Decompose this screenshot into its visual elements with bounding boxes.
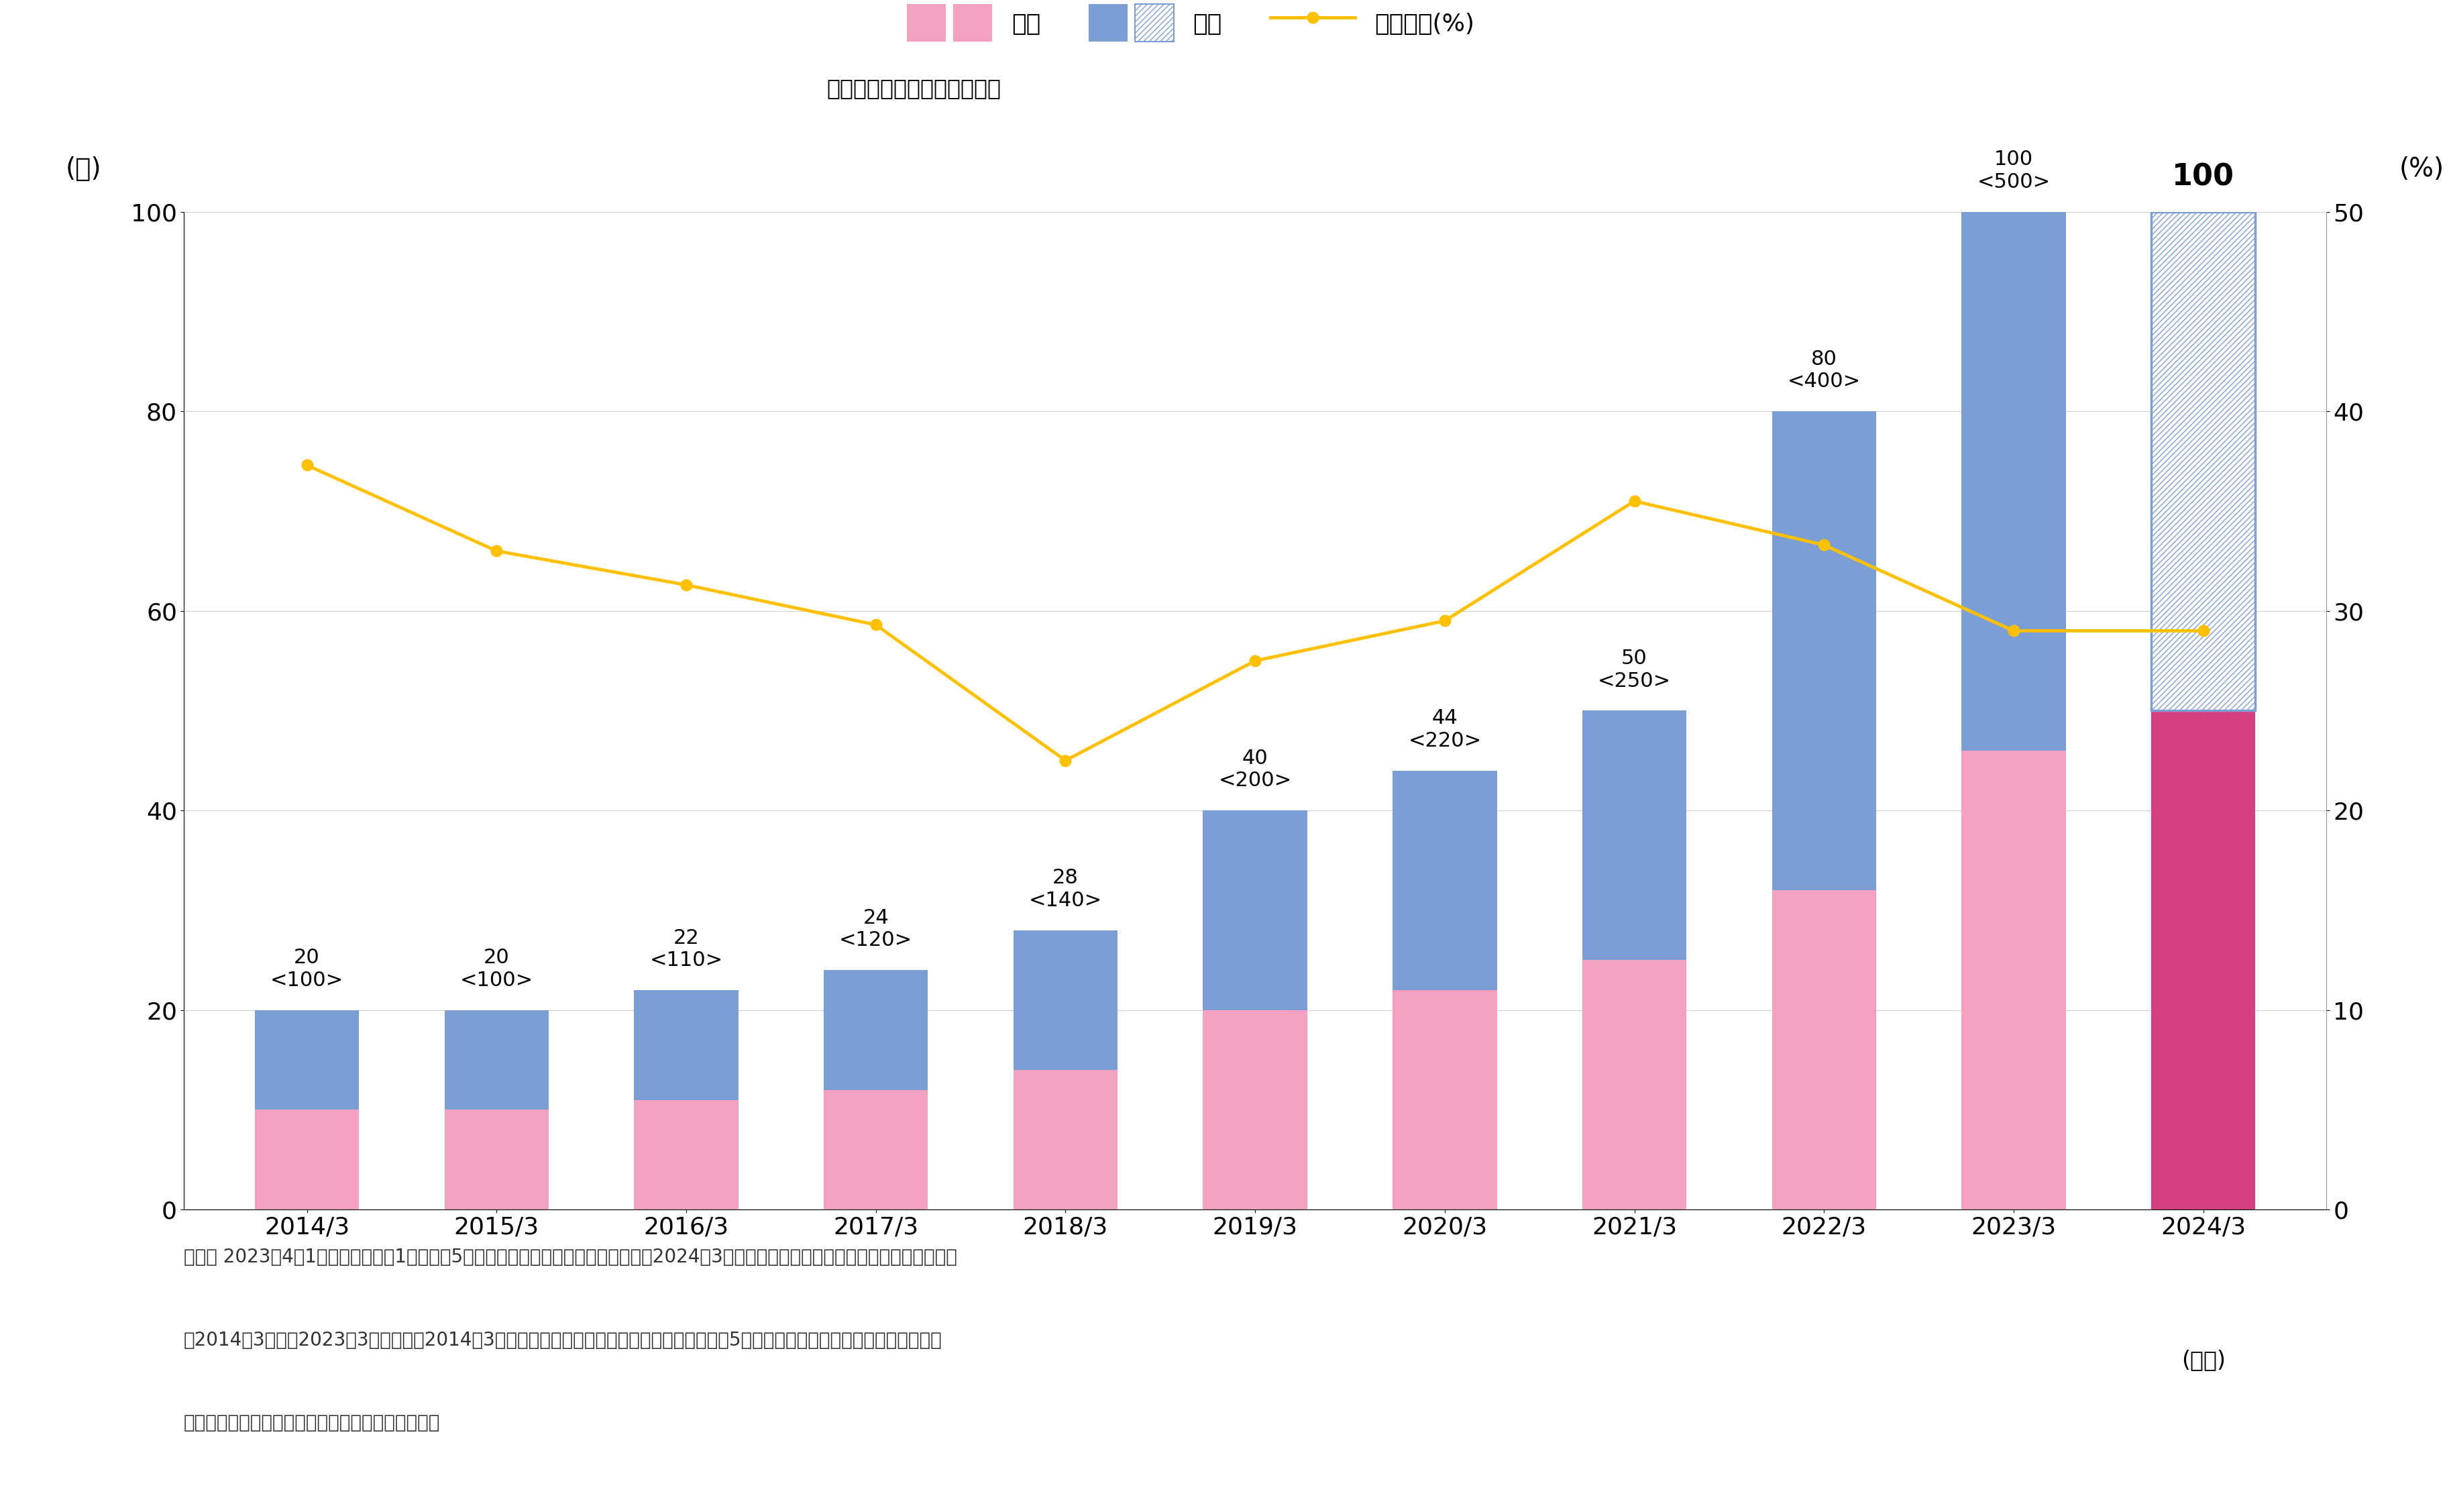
Bar bbox=[1202, 810, 1308, 1010]
Bar bbox=[823, 1090, 928, 1210]
Bar bbox=[443, 1110, 549, 1210]
Legend: 中間, 期末, 配当性向(%): 中間, 期末, 配当性向(%) bbox=[906, 5, 1474, 42]
Text: 22
<110>: 22 <110> bbox=[649, 928, 722, 971]
Bar bbox=[634, 990, 737, 1099]
Bar bbox=[1962, 750, 2067, 1210]
Text: (%): (%) bbox=[2400, 156, 2444, 181]
Bar bbox=[1582, 960, 1687, 1210]
Text: 2014年3月期～2023年3月期は、　2014年3月期の期首に株式分割が行われたと仮定し、　5分割後の株式数により算出した額を上段: 2014年3月期～2023年3月期は、 2014年3月期の期首に株式分割が行われ… bbox=[184, 1331, 943, 1349]
Text: に記載しています。　（＜＞内は分割前の配当金）: に記載しています。 （＜＞内は分割前の配当金） bbox=[184, 1414, 441, 1432]
Bar bbox=[255, 1010, 360, 1110]
Text: 28
<140>: 28 <140> bbox=[1029, 868, 1102, 910]
Text: ＜＞内：株式分割前の配当金: ＜＞内：株式分割前の配当金 bbox=[825, 77, 1002, 100]
Text: 44
<220>: 44 <220> bbox=[1408, 709, 1482, 750]
Bar bbox=[634, 1099, 737, 1210]
Text: 20
<100>: 20 <100> bbox=[269, 948, 343, 990]
Bar bbox=[443, 1010, 549, 1110]
Bar bbox=[2150, 212, 2256, 711]
Bar bbox=[1202, 1010, 1308, 1210]
Text: （注） 2023年4朎1日付で普通株式1株につき5株の割合で株式分割を行いました。　2024年3月期は分割後の配当金のみを記載しています。: （注） 2023年4朎1日付で普通株式1株につき5株の割合で株式分割を行いました… bbox=[184, 1247, 958, 1266]
Text: 40
<200>: 40 <200> bbox=[1220, 748, 1291, 791]
Text: 50
<250>: 50 <250> bbox=[1597, 649, 1670, 691]
Bar bbox=[2150, 711, 2256, 1210]
Text: (円): (円) bbox=[66, 156, 103, 181]
Text: 80
<400>: 80 <400> bbox=[1788, 349, 1861, 392]
Text: 24
<120>: 24 <120> bbox=[840, 909, 913, 950]
Bar bbox=[255, 1110, 360, 1210]
Bar bbox=[1962, 212, 2067, 750]
Bar bbox=[823, 971, 928, 1090]
Bar bbox=[1582, 711, 1687, 960]
Bar bbox=[1393, 771, 1496, 990]
Text: 20
<100>: 20 <100> bbox=[460, 948, 534, 990]
Text: 100: 100 bbox=[2172, 163, 2233, 192]
Text: (予想): (予想) bbox=[2182, 1349, 2226, 1371]
Text: 100
<500>: 100 <500> bbox=[1976, 150, 2050, 192]
Bar bbox=[1014, 930, 1117, 1070]
Bar bbox=[1393, 990, 1496, 1210]
Bar bbox=[1773, 411, 1876, 891]
Bar bbox=[1773, 891, 1876, 1210]
Bar bbox=[1014, 1070, 1117, 1210]
